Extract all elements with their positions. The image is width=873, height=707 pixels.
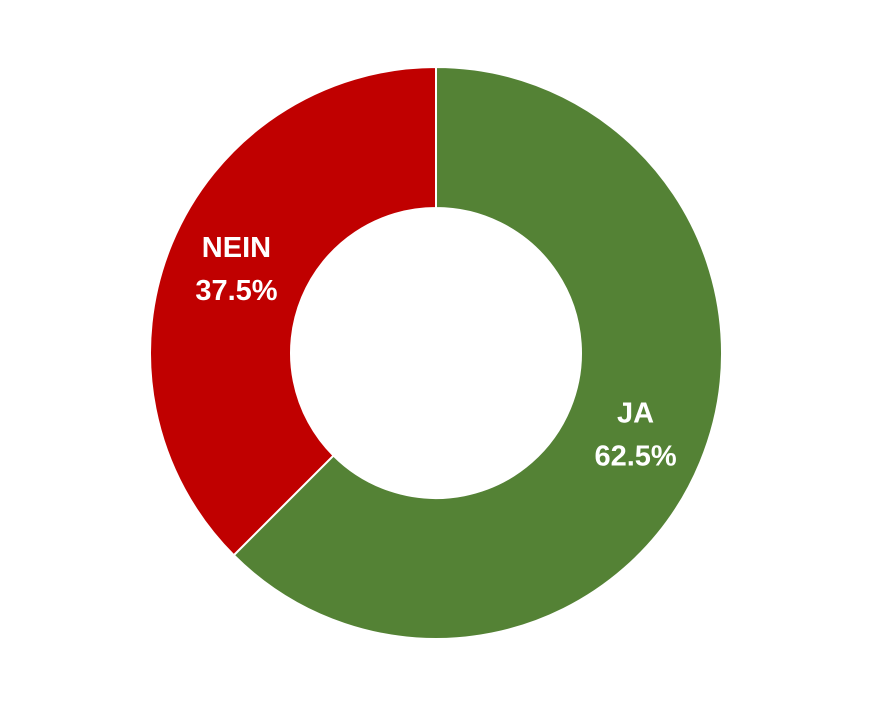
slice-category-label: NEIN: [202, 232, 271, 264]
slice-value-label: 37.5%: [195, 275, 277, 307]
slice-category-label: JA: [617, 397, 654, 429]
donut-slice: [148, 65, 437, 557]
slice-value-label: 62.5%: [594, 440, 676, 472]
donut-slice: [232, 65, 723, 640]
